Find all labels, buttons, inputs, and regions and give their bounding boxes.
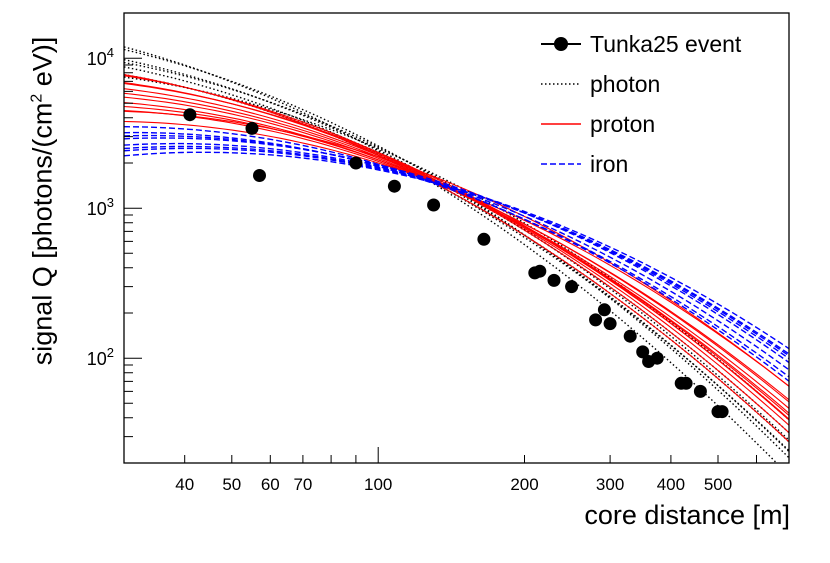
event-point-2 [245, 121, 259, 135]
x-tick-label-70: 70 [293, 475, 312, 494]
event-point-15 [623, 329, 637, 343]
event-point-9 [533, 264, 547, 278]
x-axis-title: core distance [m] [584, 500, 790, 530]
event-point-16 [636, 345, 650, 359]
iron-curve-3 [124, 131, 789, 378]
legend: Tunka25 event photon proton iron [541, 31, 742, 177]
axis-ticks [123, 12, 790, 464]
event-point-13 [597, 303, 611, 317]
event-point-14 [603, 317, 617, 331]
event-point-6 [427, 198, 441, 212]
x-tick-labels: 40 50 60 70 100 200 300 400 500 [175, 475, 732, 494]
event-point-21 [693, 384, 707, 398]
event-point-20 [679, 376, 693, 390]
proton-curve-4 [124, 109, 789, 401]
legend-label-2: photon [590, 71, 660, 97]
proton-curve-9 [124, 74, 789, 443]
iron-curve-1 [124, 137, 789, 364]
photon-curve-8 [124, 66, 789, 452]
legend-label-1: Tunka25 event [590, 31, 742, 57]
x-tick-label-100: 100 [364, 475, 392, 494]
x-tick-label-500: 500 [704, 475, 732, 494]
y-tick-label-1000: 103 [87, 195, 114, 219]
legend-label-3: proton [590, 111, 655, 137]
event-point-5 [387, 179, 401, 193]
iron-curve-4 [124, 151, 789, 350]
y-tick-labels: 102 103 104 [87, 45, 114, 369]
proton-curve-7 [124, 82, 789, 426]
event-point-12 [589, 313, 603, 327]
legend-marker-1 [554, 37, 568, 51]
event-point-3 [253, 169, 266, 182]
event-point-4 [349, 156, 363, 170]
x-tick-label-300: 300 [596, 475, 624, 494]
x-tick-label-400: 400 [657, 475, 685, 494]
event-point-7 [477, 232, 491, 246]
x-tick-label-60: 60 [261, 475, 280, 494]
event-point-11 [565, 280, 579, 294]
iron-curve-7 [124, 147, 789, 355]
photon-curve-4 [124, 48, 789, 459]
x-ticks [123, 447, 790, 463]
photon-curve-7 [124, 46, 778, 463]
y-tick-label-10000: 104 [87, 45, 114, 69]
iron-curve-6 [124, 142, 789, 360]
event-points [183, 108, 729, 419]
event-point-18 [650, 351, 664, 365]
proton-curve-11 [124, 92, 789, 416]
iron-curve-8 [124, 126, 789, 382]
x-tick-label-40: 40 [175, 475, 194, 494]
photon-curve-6 [124, 76, 789, 421]
event-point-1 [183, 108, 197, 122]
proton-curve-6 [124, 102, 789, 409]
plot-frame [123, 12, 790, 464]
event-point-10 [547, 273, 561, 287]
legend-label-4: iron [590, 151, 628, 177]
y-axis-title: signal Q [photons/(cm2 eV)] [27, 36, 58, 366]
event-point-23 [715, 405, 729, 419]
y-ticks [124, 12, 142, 464]
x-tick-label-200: 200 [510, 475, 538, 494]
x-tick-label-50: 50 [222, 475, 241, 494]
proton-curve-12 [124, 82, 789, 421]
proton-curve-10 [124, 105, 789, 403]
y-tick-label-100: 102 [87, 345, 114, 369]
proton-curve-5 [124, 110, 789, 387]
simulation-curves [124, 46, 789, 463]
